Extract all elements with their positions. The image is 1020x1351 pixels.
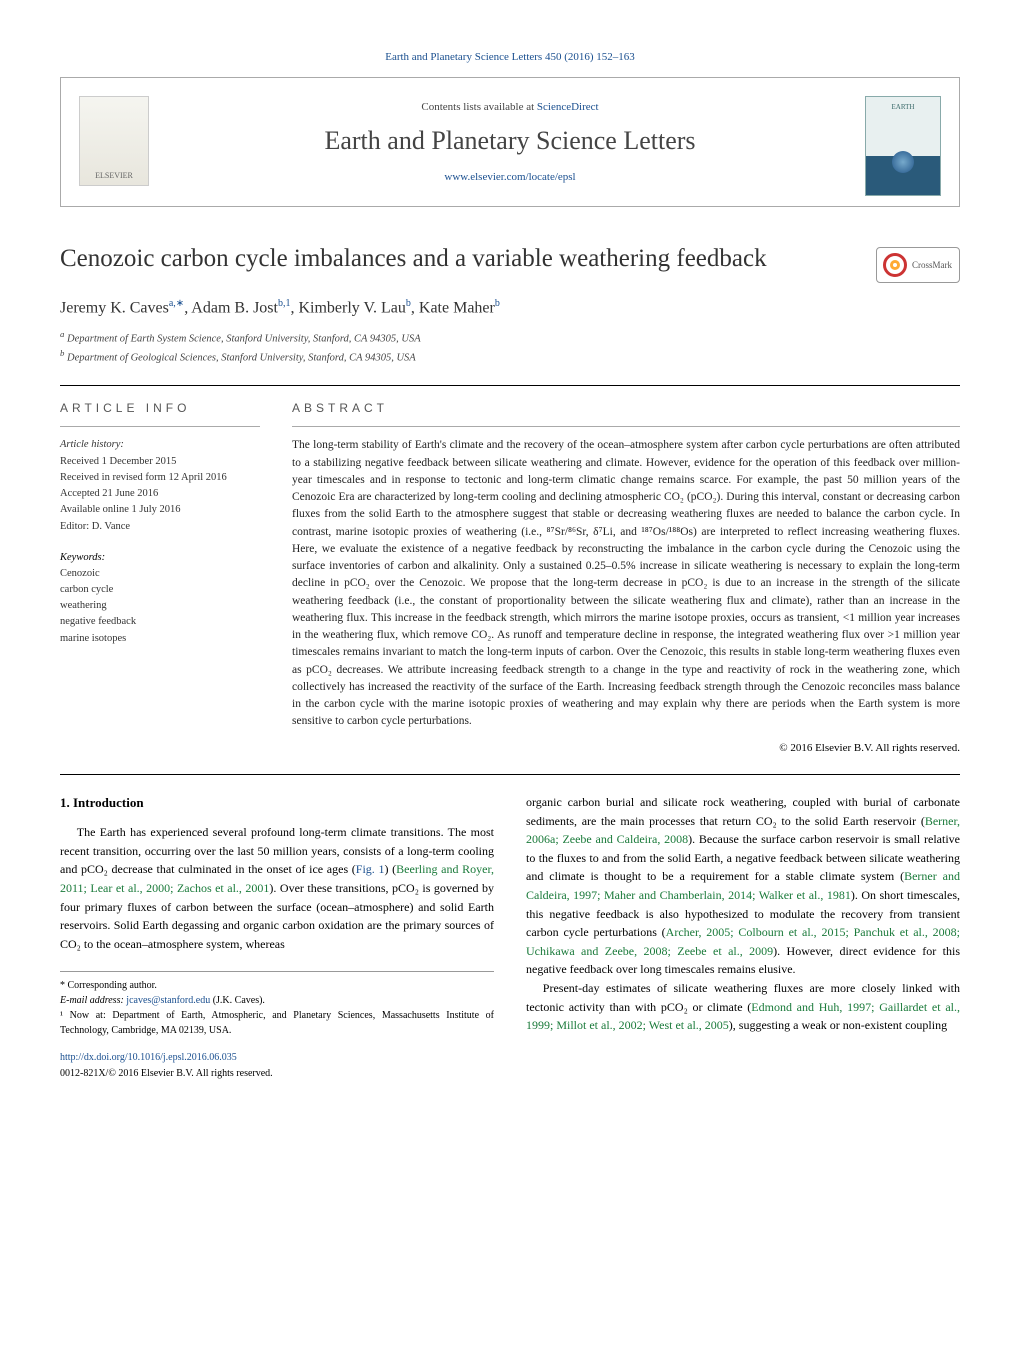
- revised: Received in revised form 12 April 2016: [60, 472, 227, 483]
- title-row: Cenozoic carbon cycle imbalances and a v…: [60, 243, 960, 283]
- section-title: Introduction: [73, 795, 144, 810]
- journal-url: www.elsevier.com/locate/epsl: [444, 170, 575, 185]
- page-root: Earth and Planetary Science Letters 450 …: [0, 0, 1020, 1121]
- corr-author-note: * Corresponding author.: [60, 978, 494, 993]
- cover-label: EARTH: [892, 103, 915, 113]
- sciencedirect-link[interactable]: ScienceDirect: [537, 101, 599, 113]
- journal-homepage-link[interactable]: www.elsevier.com/locate/epsl: [444, 171, 575, 183]
- abstract-text: The long-term stability of Earth's clima…: [292, 437, 960, 730]
- affiliations: a Department of Earth System Science, St…: [60, 328, 960, 367]
- author-4: , Kate Maher: [411, 300, 495, 317]
- journal-header: ELSEVIER EARTH Contents lists available …: [60, 77, 960, 207]
- keyword: marine isotopes: [60, 633, 126, 644]
- keyword: negative feedback: [60, 616, 136, 627]
- rule-top: [60, 385, 960, 386]
- history-head: Article history:: [60, 439, 124, 450]
- crossmark-icon: [883, 253, 907, 277]
- elsevier-logo-label: ELSEVIER: [95, 170, 133, 181]
- section-number: 1.: [60, 795, 70, 810]
- author-1: Jeremy K. Caves: [60, 300, 169, 317]
- abstract-rule: [292, 426, 960, 427]
- keywords-list: Cenozoic carbon cycle weathering negativ…: [60, 566, 260, 647]
- author-2: , Adam B. Jost: [184, 300, 278, 317]
- affiliation-a: Department of Earth System Science, Stan…: [67, 334, 421, 345]
- author-2-sup: b,1: [278, 298, 291, 309]
- journal-name: Earth and Planetary Science Letters: [324, 123, 695, 159]
- author-3: , Kimberly V. Lau: [290, 300, 405, 317]
- corr-email-link[interactable]: jcaves@stanford.edu: [126, 995, 210, 1006]
- contents-prefix: Contents lists available at: [421, 101, 536, 113]
- body-col-left: 1. Introduction The Earth has experience…: [60, 793, 494, 1081]
- abstract-copyright: © 2016 Elsevier B.V. All rights reserved…: [292, 741, 960, 756]
- keywords-head: Keywords:: [60, 551, 260, 566]
- contents-line: Contents lists available at ScienceDirec…: [421, 100, 598, 115]
- email-label: E-mail address:: [60, 995, 126, 1006]
- affiliation-b: Department of Geological Sciences, Stanf…: [67, 353, 416, 364]
- citation-link[interactable]: Earth and Planetary Science Letters 450 …: [385, 51, 635, 63]
- author-1-sup: a,∗: [169, 298, 184, 309]
- footnote-1: ¹ Now at: Department of Earth, Atmospher…: [60, 1008, 494, 1038]
- email-name: (J.K. Caves).: [210, 995, 265, 1006]
- doi-block: http://dx.doi.org/10.1016/j.epsl.2016.06…: [60, 1050, 494, 1081]
- elsevier-logo: ELSEVIER: [79, 96, 149, 186]
- article-history: Article history: Received 1 December 201…: [60, 437, 260, 535]
- info-rule: [60, 426, 260, 427]
- author-list: Jeremy K. Cavesa,∗, Adam B. Jostb,1, Kim…: [60, 297, 960, 320]
- accepted: Accepted 21 June 2016: [60, 488, 158, 499]
- info-abstract-row: ARTICLE INFO Article history: Received 1…: [60, 400, 960, 756]
- article-title: Cenozoic carbon cycle imbalances and a v…: [60, 243, 856, 274]
- article-info-heading: ARTICLE INFO: [60, 400, 260, 417]
- body-columns: 1. Introduction The Earth has experience…: [60, 793, 960, 1081]
- online: Available online 1 July 2016: [60, 504, 181, 515]
- email-line: E-mail address: jcaves@stanford.edu (J.K…: [60, 993, 494, 1008]
- abstract-column: ABSTRACT The long-term stability of Eart…: [292, 400, 960, 756]
- body-col-right: organic carbon burial and silicate rock …: [526, 793, 960, 1081]
- footnotes: * Corresponding author. E-mail address: …: [60, 971, 494, 1038]
- keyword: Cenozoic: [60, 568, 100, 579]
- article-info-column: ARTICLE INFO Article history: Received 1…: [60, 400, 260, 756]
- rule-bottom: [60, 774, 960, 775]
- editor: Editor: D. Vance: [60, 521, 130, 532]
- author-4-sup: b: [495, 298, 500, 309]
- keyword: carbon cycle: [60, 584, 113, 595]
- journal-cover-icon: EARTH: [865, 96, 941, 196]
- citation-line: Earth and Planetary Science Letters 450 …: [60, 50, 960, 65]
- crossmark-label: CrossMark: [912, 259, 952, 272]
- body-para-3: Present-day estimates of silicate weathe…: [526, 979, 960, 1035]
- crossmark-badge[interactable]: CrossMark: [876, 247, 960, 283]
- body-para-2: organic carbon burial and silicate rock …: [526, 793, 960, 979]
- section-heading: 1. Introduction: [60, 793, 494, 813]
- issn-line: 0012-821X/© 2016 Elsevier B.V. All right…: [60, 1068, 273, 1079]
- received: Received 1 December 2015: [60, 456, 176, 467]
- keyword: weathering: [60, 600, 107, 611]
- doi-link[interactable]: http://dx.doi.org/10.1016/j.epsl.2016.06…: [60, 1052, 237, 1063]
- abstract-heading: ABSTRACT: [292, 400, 960, 417]
- cover-globe-icon: [892, 151, 914, 173]
- body-para-1: The Earth has experienced several profou…: [60, 823, 494, 953]
